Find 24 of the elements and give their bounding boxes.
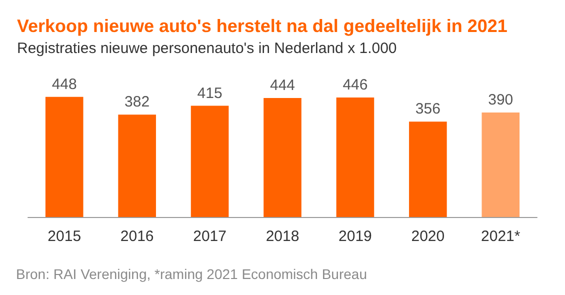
data-label: 444	[270, 77, 296, 94]
chart-title: Verkoop nieuwe auto's herstelt na dal gedeeltelijk in 2021	[17, 16, 508, 36]
data-label: 448	[52, 76, 77, 93]
bar	[409, 122, 447, 217]
x-tick-label: 2015	[48, 228, 82, 245]
x-tick-label: 2018	[266, 228, 300, 245]
x-tick-label: 2019	[338, 228, 372, 245]
x-tick-label: 2021*	[481, 228, 520, 245]
bar	[482, 112, 520, 217]
text: Bron: RAI Vereniging, *raming 2021 Economisch Bureau	[16, 266, 367, 282]
bar	[336, 97, 374, 217]
bar	[45, 96, 84, 217]
bar	[264, 98, 302, 217]
data-label: 446	[342, 76, 368, 94]
data-label: 356	[415, 100, 440, 118]
data-label: 390	[488, 91, 514, 108]
x-tick-label: 2020	[411, 228, 445, 245]
bar	[190, 106, 229, 217]
x-tick-label: 2016	[120, 228, 154, 245]
data-label: 415	[197, 84, 222, 102]
bar	[118, 114, 156, 217]
chart-subtitle: Registraties nieuwe personenauto's in Nederland x 1.000	[17, 40, 397, 57]
data-label: 382	[124, 94, 150, 111]
x-tick-label: 2017	[193, 228, 226, 245]
